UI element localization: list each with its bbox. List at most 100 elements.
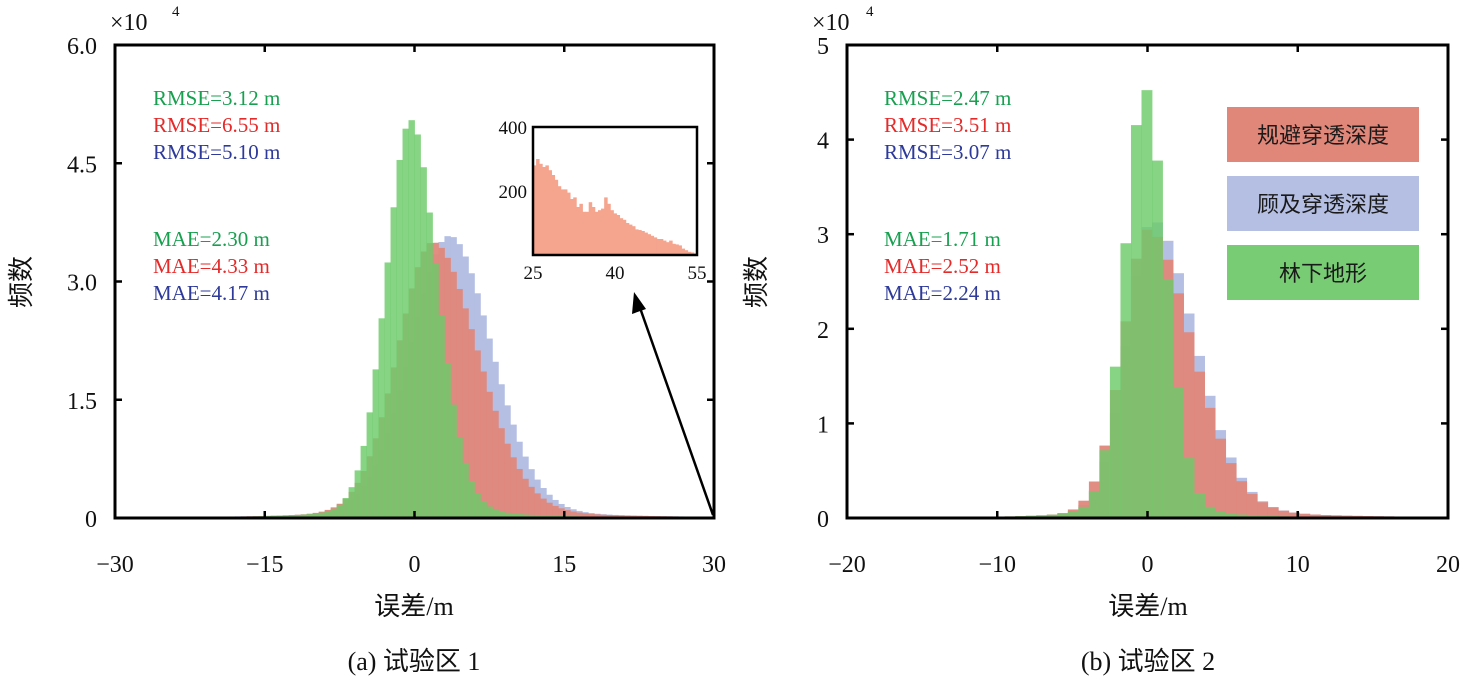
inset-frame [531,125,699,257]
inset-ticks: 25 40 55 200 400 [499,118,707,284]
y-tick-label: 3 [817,223,829,249]
stats-a: RMSE=3.12 m RMSE=6.55 m RMSE=5.10 m MAE=… [153,86,280,305]
bar [594,514,601,518]
bar [534,493,541,518]
stat-rmse-avoid-b: RMSE=3.51 m [884,113,1011,137]
bar [348,487,355,518]
bar [504,512,511,518]
bar [492,509,499,518]
histogram-bars-a [115,120,715,519]
bar [546,502,553,518]
bar [444,363,451,518]
x-tick-label: 20 [1436,552,1460,578]
legend-swatch-terrain [1227,245,1419,300]
stat-mae-terrain-a: MAE=2.30 m [153,227,270,251]
inset-bar [610,210,614,255]
zoom-arrow-head [632,292,646,314]
bar [474,493,481,518]
bar [1225,463,1237,518]
inset-bar [647,234,651,255]
inset-bar [573,197,577,255]
inset-bar [659,239,664,255]
bar [408,120,415,518]
bar [552,505,559,518]
stat-rmse-terrain-a: RMSE=3.12 m [153,86,280,110]
series-terrain [899,90,1416,518]
bar [1204,407,1216,518]
y-multiplier-exp-b: 4 [866,4,874,20]
bar [1215,511,1227,518]
bar [474,350,481,518]
x-tick-label: −20 [828,552,866,578]
bar [606,514,613,518]
bar [1194,371,1205,518]
bar [1099,450,1111,518]
bar [516,514,523,518]
inset-bar [678,245,682,255]
zoom-arrow-line [637,304,715,516]
panel-b: −20 −10 0 10 20 0 1 2 3 4 5 ×10 4 频数 误差/m (b) 试验区 … [742,4,1460,676]
x-tick-label: 10 [1286,552,1310,578]
bar [564,510,571,518]
bar [312,513,320,518]
bar [480,501,487,518]
bar [468,480,475,518]
bar [1130,125,1142,518]
bar [504,443,511,518]
bar [582,513,589,518]
y-tick-label: 1 [817,412,829,438]
bar [576,512,583,518]
inset-bar [681,248,686,255]
histogram-bars-b [889,90,1449,519]
legend-label-terrain: 林下地形 [1279,261,1367,286]
inset-bar [597,210,602,255]
inset-bar [607,203,611,255]
bar [1183,332,1195,518]
y-axis-label-b: 频数 [742,256,771,308]
bar [384,262,391,518]
inset-bar [656,239,661,255]
bar [588,513,595,518]
bar [516,468,523,518]
bar [1183,458,1195,518]
inset-bar [545,165,549,255]
bar [1067,511,1079,518]
bar [420,167,427,518]
ticks-b: −20 −10 0 10 20 0 1 2 3 4 5 [817,34,1460,578]
bar [1057,513,1069,518]
x-tick-label: 15 [552,552,576,578]
bar [498,428,505,518]
bar [342,498,350,518]
y-tick-label: 0 [85,507,97,533]
inset-bar [616,215,621,255]
bar [1088,491,1100,518]
stat-mae-avoid-b: MAE=2.52 m [884,254,1001,278]
stat-rmse-consider-a: RMSE=5.10 m [153,140,280,164]
bar [456,288,463,518]
inset-bar [594,211,599,255]
inset-bar [551,175,556,255]
bar [486,506,493,518]
y-tick-label: 5 [817,34,829,60]
bar [1204,506,1216,518]
bar [1173,387,1184,518]
bar [1309,514,1321,518]
legend-item-consider: 顾及穿透深度 [1227,176,1419,231]
inset-bar [563,189,568,255]
bar [372,369,379,518]
bar [366,412,373,518]
bar [402,128,409,518]
inset-bar [632,226,636,255]
inset-bar [641,231,645,255]
legend-swatch-consider [1227,176,1419,231]
bar [336,504,344,518]
inset-bar [672,243,676,255]
stats-b: RMSE=2.47 m RMSE=3.51 m RMSE=3.07 m MAE=… [884,86,1011,305]
bar [510,513,517,518]
inset-bar [567,192,571,255]
bar [480,371,487,518]
y-tick-label: 6.0 [67,34,97,60]
bar [306,514,314,518]
bar [1141,90,1153,518]
series-terrain [115,120,715,518]
